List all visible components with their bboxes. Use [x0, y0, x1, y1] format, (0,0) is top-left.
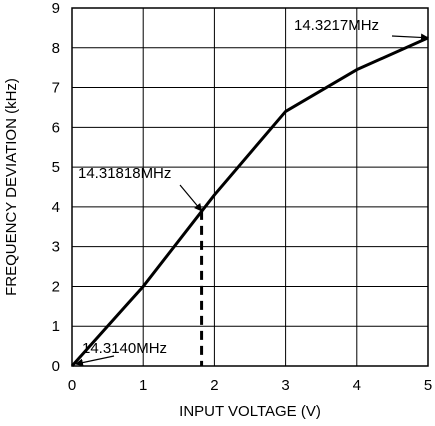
x-tick-label-5: 5 [424, 377, 432, 394]
annotation-arrow-2 [75, 355, 115, 367]
x-tick-label-3: 3 [281, 377, 289, 394]
annotation-arrow-0 [391, 33, 429, 42]
series-layer [70, 36, 429, 368]
y-tick-label-6: 6 [52, 119, 60, 136]
x-axis-label: INPUT VOLTAGE (V) [179, 403, 321, 420]
y-axis-ticks: 0 1 2 3 4 5 6 7 8 9 [52, 0, 60, 375]
x-tick-label-2: 2 [210, 377, 218, 394]
series-line-0 [70, 36, 429, 368]
annotation-arrow-1 [179, 184, 203, 212]
annotation-layer: 14.3217MHz 14.31818MHz 14.3140MHz [75, 17, 429, 367]
x-tick-label-0: 0 [68, 377, 76, 394]
y-tick-label-7: 7 [52, 80, 60, 97]
plot-frame [71, 7, 429, 367]
y-axis-label: FREQUENCY DEVIATION (kHz) [3, 78, 20, 296]
y-tick-label-0: 0 [52, 358, 60, 375]
x-tick-label-4: 4 [353, 377, 361, 394]
y-tick-label-3: 3 [52, 239, 60, 256]
x-tick-label-1: 1 [139, 377, 147, 394]
annotation-label-0: 14.3217MHz [294, 17, 379, 34]
y-tick-label-8: 8 [52, 40, 60, 57]
annotation-label-2: 14.3140MHz [82, 340, 167, 357]
y-tick-label-5: 5 [52, 159, 60, 176]
x-axis-ticks: 0 1 2 3 4 5 [68, 377, 432, 394]
y-tick-label-1: 1 [52, 318, 60, 335]
y-tick-label-9: 9 [52, 0, 60, 17]
y-tick-label-4: 4 [52, 199, 60, 216]
y-tick-label-2: 2 [52, 278, 60, 295]
grid-lines [72, 8, 428, 366]
annotation-label-1: 14.31818MHz [78, 165, 171, 182]
